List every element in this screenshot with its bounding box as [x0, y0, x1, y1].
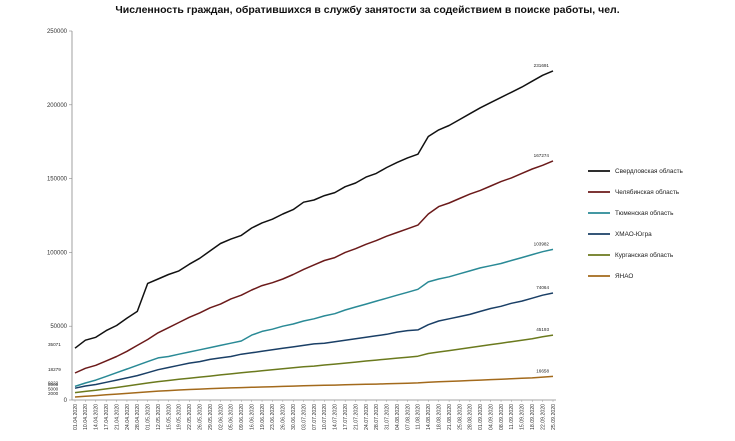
- y-tick-label: 250000: [47, 29, 68, 35]
- y-axis-ticks: 0 50000 100000 150000 200000 250000: [47, 29, 72, 404]
- x-tick-label: 28.04.2020: [135, 404, 141, 430]
- data-labels: 35071 231691 18279 167274 9222 103982 8000 7406…: [48, 63, 549, 396]
- x-tick-label: 02.06.2020: [218, 404, 224, 430]
- x-tick-label: 01.09.2020: [478, 404, 484, 430]
- data-label-last: 231691: [534, 63, 550, 68]
- x-tick-label: 21.07.2020: [353, 404, 359, 430]
- y-tick-label: 100000: [47, 250, 68, 256]
- y-tick-label: 200000: [47, 103, 68, 109]
- x-axis-ticks: 01.04.2020 10.04.2020 14.04.2020 17.04.2020…: [73, 400, 557, 430]
- legend-label: ХМАО-Югра: [615, 231, 652, 238]
- x-tick-label: 19.06.2020: [260, 404, 266, 430]
- x-tick-label: 30.06.2020: [291, 404, 297, 430]
- x-tick-label: 22.09.2020: [540, 404, 546, 430]
- x-tick-label: 24.07.2020: [364, 404, 370, 430]
- x-tick-label: 19.05.2020: [177, 404, 183, 430]
- x-tick-label: 24.04.2020: [125, 404, 131, 430]
- x-tick-label: 04.09.2020: [488, 404, 494, 430]
- x-tick-label: 07.07.2020: [312, 404, 318, 430]
- x-tick-label: 10.04.2020: [83, 404, 89, 430]
- legend-label: Свердловская область: [615, 167, 684, 175]
- series-line-4: [74, 334, 554, 394]
- x-tick-label: 03.07.2020: [301, 404, 307, 430]
- data-label-first: 35071: [48, 342, 61, 347]
- data-label-first: 5000: [48, 387, 59, 392]
- data-label-first: 2000: [48, 391, 59, 396]
- x-tick-label: 16.06.2020: [249, 404, 255, 430]
- x-tick-label: 28.08.2020: [468, 404, 474, 430]
- x-tick-label: 17.04.2020: [104, 404, 110, 430]
- x-tick-label: 25.08.2020: [457, 404, 463, 430]
- data-label-first: 18279: [48, 367, 61, 372]
- x-tick-label: 22.05.2020: [187, 404, 193, 430]
- legend-label: Курганская область: [615, 251, 674, 259]
- x-tick-label: 14.07.2020: [333, 404, 339, 430]
- x-tick-label: 25.09.2020: [551, 404, 557, 430]
- x-tick-label: 07.08.2020: [405, 404, 411, 430]
- x-tick-label: 08.09.2020: [499, 404, 505, 430]
- data-label-last: 167274: [534, 153, 550, 158]
- x-tick-label: 14.08.2020: [426, 404, 432, 430]
- x-tick-label: 17.07.2020: [343, 404, 349, 430]
- series-line-1: [74, 160, 554, 374]
- y-tick-label: 150000: [47, 177, 68, 183]
- data-label-last: 103982: [534, 241, 550, 246]
- x-tick-label: 26.06.2020: [281, 404, 287, 430]
- x-tick-label: 28.07.2020: [374, 404, 380, 430]
- chart-series: [74, 70, 554, 398]
- data-label-first: 9222: [48, 380, 59, 385]
- x-tick-label: 26.05.2020: [197, 404, 203, 430]
- x-tick-label: 09.06.2020: [239, 404, 245, 430]
- x-tick-label: 05.06.2020: [229, 404, 235, 430]
- legend-label: Челябинская область: [615, 188, 680, 196]
- legend-label: ЯНАО: [615, 273, 633, 280]
- x-tick-label: 31.07.2020: [385, 404, 391, 430]
- data-label-last: 45193: [536, 327, 549, 332]
- series-line-3: [74, 292, 554, 389]
- series-line-0: [74, 70, 554, 349]
- x-tick-label: 23.06.2020: [270, 404, 276, 430]
- y-tick-label: 0: [64, 398, 68, 404]
- data-label-last: 74064: [536, 285, 549, 290]
- x-tick-label: 10.07.2020: [322, 404, 328, 430]
- series-line-2: [74, 248, 554, 388]
- chart-legend: Свердловская область Челябинская область Т…: [588, 167, 684, 280]
- x-tick-label: 11.09.2020: [509, 404, 515, 430]
- x-tick-label: 04.08.2020: [395, 404, 401, 430]
- data-label-first: 8000: [48, 382, 59, 387]
- chart-title: Численность граждан, обратившихся в служ…: [115, 4, 620, 16]
- x-tick-label: 21.04.2020: [114, 404, 120, 430]
- x-tick-label: 12.05.2020: [156, 404, 162, 430]
- data-label-last: 16658: [536, 368, 549, 373]
- y-tick-label: 50000: [50, 324, 67, 330]
- x-tick-label: 21.08.2020: [447, 404, 453, 430]
- series-line-5: [74, 375, 554, 398]
- legend-label: Тюменская область: [615, 209, 674, 217]
- x-tick-label: 14.04.2020: [94, 404, 100, 430]
- x-tick-label: 11.08.2020: [416, 404, 422, 430]
- x-tick-label: 18.08.2020: [436, 404, 442, 430]
- x-tick-label: 15.05.2020: [166, 404, 172, 430]
- x-tick-label: 15.09.2020: [520, 404, 526, 430]
- x-tick-label: 01.04.2020: [73, 404, 79, 430]
- x-tick-label: 18.09.2020: [530, 404, 536, 430]
- x-tick-label: 29.05.2020: [208, 404, 214, 430]
- x-tick-label: 01.05.2020: [146, 404, 152, 430]
